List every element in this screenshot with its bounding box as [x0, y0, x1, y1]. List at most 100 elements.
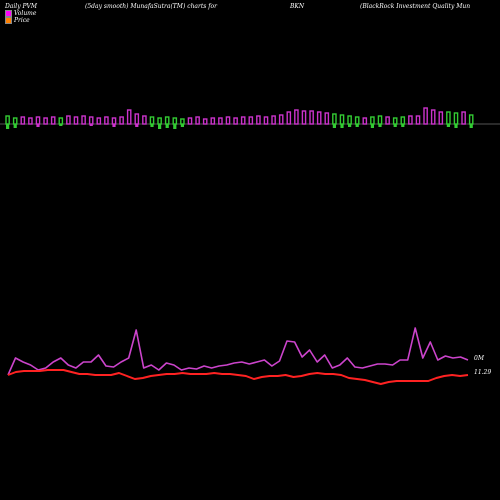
volume-bar	[233, 117, 238, 125]
volume-bar	[126, 109, 132, 125]
header-symbol: BKN	[290, 3, 305, 10]
volume-bar	[370, 116, 375, 125]
volume-bar	[332, 113, 337, 125]
volume-bar	[88, 116, 94, 125]
volume-bar	[362, 117, 368, 125]
volume-bar-lower	[355, 124, 359, 127]
volume-bar	[347, 115, 352, 125]
volume-bar	[195, 116, 200, 125]
volume-bar	[210, 117, 216, 125]
volume-line	[7, 327, 469, 376]
volume-bar	[20, 116, 26, 125]
volume-bar-lower	[89, 124, 93, 126]
volume-bar-lower	[393, 124, 397, 127]
volume-bar-lower	[454, 124, 458, 128]
volume-bar	[256, 115, 261, 125]
volume-bar	[225, 116, 231, 125]
volume-bar	[12, 117, 18, 125]
volume-bar-lower	[135, 124, 139, 127]
volume-bar	[294, 109, 299, 125]
volume-bar-lower	[180, 124, 184, 127]
volume-bar	[354, 116, 360, 125]
volume-bar-lower	[36, 124, 40, 127]
volume-bar	[278, 114, 284, 125]
volume-bar	[187, 117, 193, 125]
volume-bar	[218, 117, 223, 125]
volume-bar	[263, 116, 269, 125]
legend-volume: Volume	[5, 10, 36, 17]
volume-bar-lower	[370, 124, 374, 128]
volume-bar	[461, 111, 466, 125]
volume-bar	[271, 115, 276, 125]
volume-bar-lower	[401, 124, 405, 127]
legend-price-swatch	[5, 17, 12, 24]
volume-bar	[377, 115, 383, 125]
volume-bar	[248, 116, 254, 125]
volume-bar-lower	[150, 124, 154, 127]
legend-price: Price	[5, 17, 30, 24]
volume-bar	[157, 117, 162, 125]
volume-bar	[446, 111, 451, 125]
header-subtitle: (5day smooth) MunafaSutra(TM) charts for	[85, 3, 217, 10]
volume-bar	[438, 111, 444, 125]
volume-bar	[164, 116, 170, 125]
volume-bar	[134, 113, 140, 125]
volume-bar	[309, 110, 314, 125]
header-company: (BlackRock Investment Quality Mun	[360, 3, 471, 10]
volume-bar	[423, 107, 428, 125]
volume-bar	[468, 114, 474, 125]
volume-bar	[111, 117, 117, 125]
volume-bar	[202, 118, 208, 125]
volume-bar-lower	[6, 124, 10, 129]
volume-bar	[149, 116, 155, 125]
header-title: Daily PVM	[5, 3, 38, 10]
volume-bar	[408, 115, 413, 125]
volume-bar-lower	[13, 124, 17, 128]
volume-bar	[43, 117, 48, 125]
volume-bar	[392, 117, 398, 125]
volume-bar-lower	[173, 124, 177, 129]
legend-volume-swatch	[5, 10, 12, 17]
volume-bar	[316, 111, 322, 125]
volume-bar	[73, 116, 79, 125]
volume-bar	[28, 117, 33, 125]
volume-bar	[400, 116, 406, 125]
volume-bar	[66, 115, 71, 125]
volume-bar-lower	[469, 124, 473, 128]
volume-bar	[430, 109, 436, 125]
volume-value-label: 0M	[474, 355, 484, 362]
volume-bar	[35, 116, 41, 125]
legend-price-label: Price	[14, 17, 30, 24]
legend-volume-label: Volume	[14, 10, 37, 17]
volume-bar-lower	[348, 124, 352, 127]
volume-bar	[142, 115, 147, 125]
volume-bar	[324, 112, 330, 125]
price-line	[7, 369, 469, 385]
volume-bar	[96, 117, 102, 125]
volume-bar	[50, 116, 56, 125]
volume-bar	[172, 117, 178, 125]
volume-bar-lower	[378, 124, 382, 127]
volume-bar-lower	[158, 124, 162, 129]
volume-bar	[385, 116, 390, 125]
volume-bar-lower	[340, 124, 344, 128]
volume-bar	[180, 118, 185, 125]
volume-bar-lower	[332, 124, 336, 128]
volume-bar	[453, 112, 459, 125]
volume-bar	[5, 115, 10, 125]
volume-bar	[339, 114, 345, 125]
volume-bar-lower	[165, 124, 169, 128]
volume-bar-lower	[446, 124, 450, 127]
volume-bar	[415, 115, 421, 125]
volume-bar-lower	[112, 124, 116, 127]
volume-bar	[240, 116, 246, 125]
volume-bar	[119, 116, 124, 125]
volume-bar	[58, 117, 64, 125]
volume-bar-lower	[59, 124, 63, 126]
volume-bar	[81, 115, 86, 125]
volume-bar	[301, 110, 307, 125]
volume-bar	[286, 111, 292, 125]
price-value-label: 11.29	[474, 369, 492, 376]
volume-bar	[104, 116, 109, 125]
